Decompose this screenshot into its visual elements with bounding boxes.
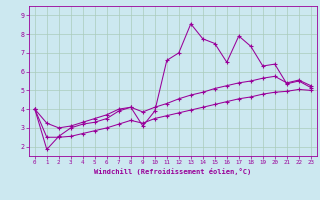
X-axis label: Windchill (Refroidissement éolien,°C): Windchill (Refroidissement éolien,°C): [94, 168, 252, 175]
